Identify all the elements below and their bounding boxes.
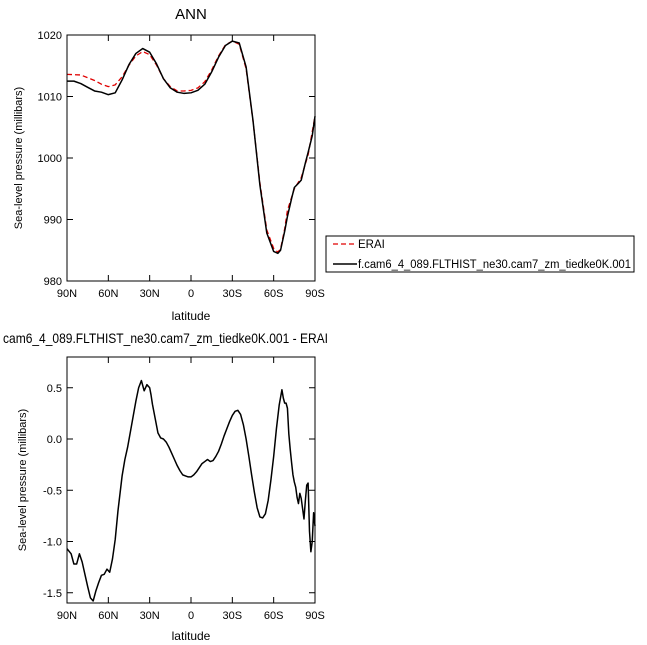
top-plot-frame — [66, 34, 316, 282]
bottom-y-tick-label-2: -0.5 — [43, 485, 62, 497]
top-series-line-1 — [67, 40, 316, 255]
bottom-y-tick-label-0: -1.5 — [43, 588, 62, 600]
bottom-chart-title: cam6_4_089.FLTHIST_ne30.cam7_zm_tiedke0K… — [3, 330, 328, 346]
bottom-series-line-0 — [66, 379, 316, 602]
top-x-tick-label-0: 90N — [57, 288, 77, 300]
bottom-x-tick-label-3: 0 — [188, 610, 194, 622]
top-series-group — [66, 40, 316, 255]
top-x-tick-label-4: 30S — [223, 288, 243, 300]
top-x-axis: 90N 60N 30N 0 30S 60S 90S — [57, 35, 325, 300]
bottom-x-tick-label-2: 30N — [140, 610, 160, 622]
bottom-panel: cam6_4_089.FLTHIST_ne30.cam7_zm_tiedke0K… — [3, 330, 328, 643]
legend-box — [325, 235, 635, 273]
top-series-line-0 — [66, 40, 316, 253]
top-y-tick-label-2: 1000 — [38, 153, 62, 165]
top-x-tick-label-6: 90S — [305, 288, 325, 300]
top-y-tick-label-4: 1020 — [38, 30, 62, 42]
bottom-y-tick-label-3: 0.0 — [47, 434, 62, 446]
legend: ERAI f.cam6_4_089.FLTHIST_ne30.cam7_zm_t… — [325, 235, 635, 273]
bottom-plot-frame — [66, 356, 316, 604]
top-x-tick-label-2: 30N — [140, 288, 160, 300]
bottom-y-axis-label: Sea-level pressure (millibars) — [17, 409, 29, 551]
top-y-tick-label-3: 1010 — [38, 92, 62, 104]
bottom-y-tick-label-4: 0.5 — [47, 383, 62, 395]
top-x-tick-label-3: 0 — [188, 288, 194, 300]
top-x-axis-label: latitude — [172, 309, 211, 323]
bottom-y-axis: -1.5 -1.0 -0.5 0.0 0.5 — [43, 383, 315, 600]
bottom-x-axis-label: latitude — [172, 629, 211, 643]
bottom-y-tick-label-1: -1.0 — [43, 537, 62, 549]
top-x-tick-label-1: 60N — [98, 288, 118, 300]
bottom-x-axis: 90N 60N 30N 0 30S 60S 90S — [57, 357, 325, 622]
top-y-axis-label: Sea-level pressure (millibars) — [13, 87, 25, 229]
top-y-tick-label-0: 980 — [44, 276, 62, 288]
bottom-x-tick-label-4: 30S — [223, 610, 243, 622]
top-x-tick-label-5: 60S — [264, 288, 284, 300]
legend-label-erai: ERAI — [358, 239, 385, 251]
bottom-x-tick-label-1: 60N — [98, 610, 118, 622]
bottom-series-group — [66, 379, 316, 602]
top-y-axis: 980 990 1000 1010 1020 — [38, 30, 315, 288]
top-y-tick-label-1: 990 — [44, 215, 62, 227]
legend-label-model: f.cam6_4_089.FLTHIST_ne30.cam7_zm_tiedke… — [358, 259, 631, 271]
bottom-x-tick-label-6: 90S — [305, 610, 325, 622]
bottom-x-tick-label-0: 90N — [57, 610, 77, 622]
top-chart-title: ANN — [175, 6, 207, 23]
bottom-x-tick-label-5: 60S — [264, 610, 284, 622]
